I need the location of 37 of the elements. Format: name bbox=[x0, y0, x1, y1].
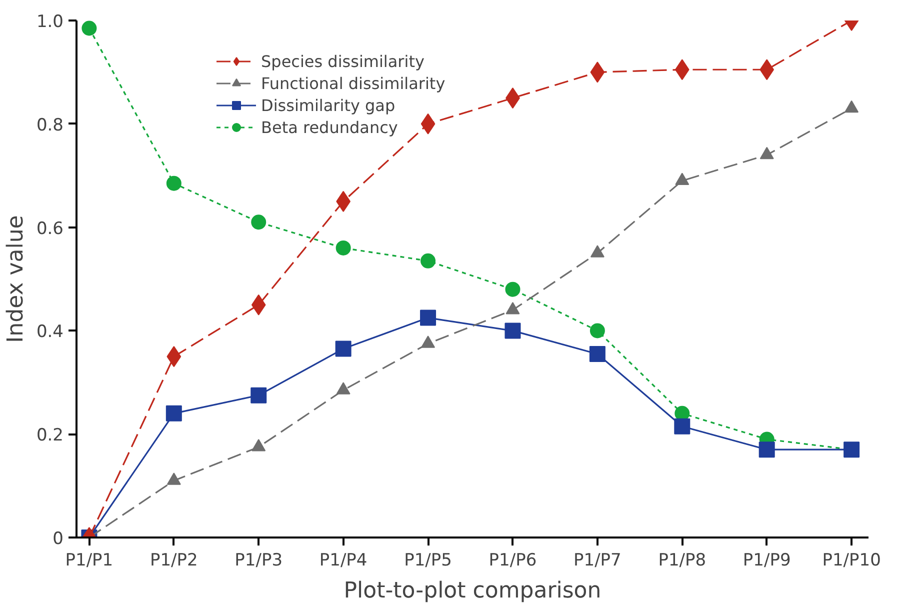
y-tick-label: 0.4 bbox=[36, 322, 64, 342]
x-tick-label: P1/P7 bbox=[574, 550, 622, 570]
point bbox=[82, 20, 97, 36]
x-tick-label: P1/P4 bbox=[319, 550, 368, 570]
legend-label: Dissimilarity gap bbox=[261, 96, 396, 114]
point bbox=[420, 310, 436, 326]
x-tick-label: P1/P5 bbox=[404, 550, 452, 570]
point bbox=[590, 323, 605, 338]
point bbox=[674, 418, 690, 434]
y-tick-label: 0.6 bbox=[36, 218, 64, 239]
point bbox=[589, 346, 606, 362]
x-tick-label: P1/P8 bbox=[658, 550, 706, 570]
point bbox=[251, 214, 266, 230]
point bbox=[166, 405, 182, 422]
y-tick-label: 0.8 bbox=[36, 115, 64, 136]
point bbox=[504, 322, 521, 339]
y-tick-label: 1.0 bbox=[36, 12, 64, 32]
x-tick-label: P1/P9 bbox=[742, 550, 791, 570]
x-axis-title: Plot-to-plot comparison bbox=[344, 578, 602, 604]
x-tick-label: P1/P3 bbox=[234, 550, 283, 570]
x-tick-label: P1/P6 bbox=[488, 550, 537, 570]
legend-label: Beta redundancy bbox=[261, 118, 398, 136]
legend-label: Functional dissimilarity bbox=[261, 74, 446, 92]
point bbox=[420, 253, 436, 268]
point bbox=[336, 240, 351, 256]
point bbox=[758, 442, 775, 458]
x-tick-label: P1/P2 bbox=[150, 550, 198, 570]
point bbox=[335, 340, 352, 357]
point bbox=[250, 387, 267, 404]
legend-label: Species dissimilarity bbox=[261, 52, 424, 70]
y-axis-title: Index value bbox=[3, 215, 28, 343]
y-tick-label: 0 bbox=[52, 529, 64, 549]
point bbox=[166, 176, 182, 191]
x-tick-label: P1/P10 bbox=[822, 550, 881, 570]
x-tick-label: P1/P1 bbox=[65, 550, 114, 570]
point bbox=[505, 282, 520, 297]
y-tick-label: 0.2 bbox=[36, 426, 64, 446]
